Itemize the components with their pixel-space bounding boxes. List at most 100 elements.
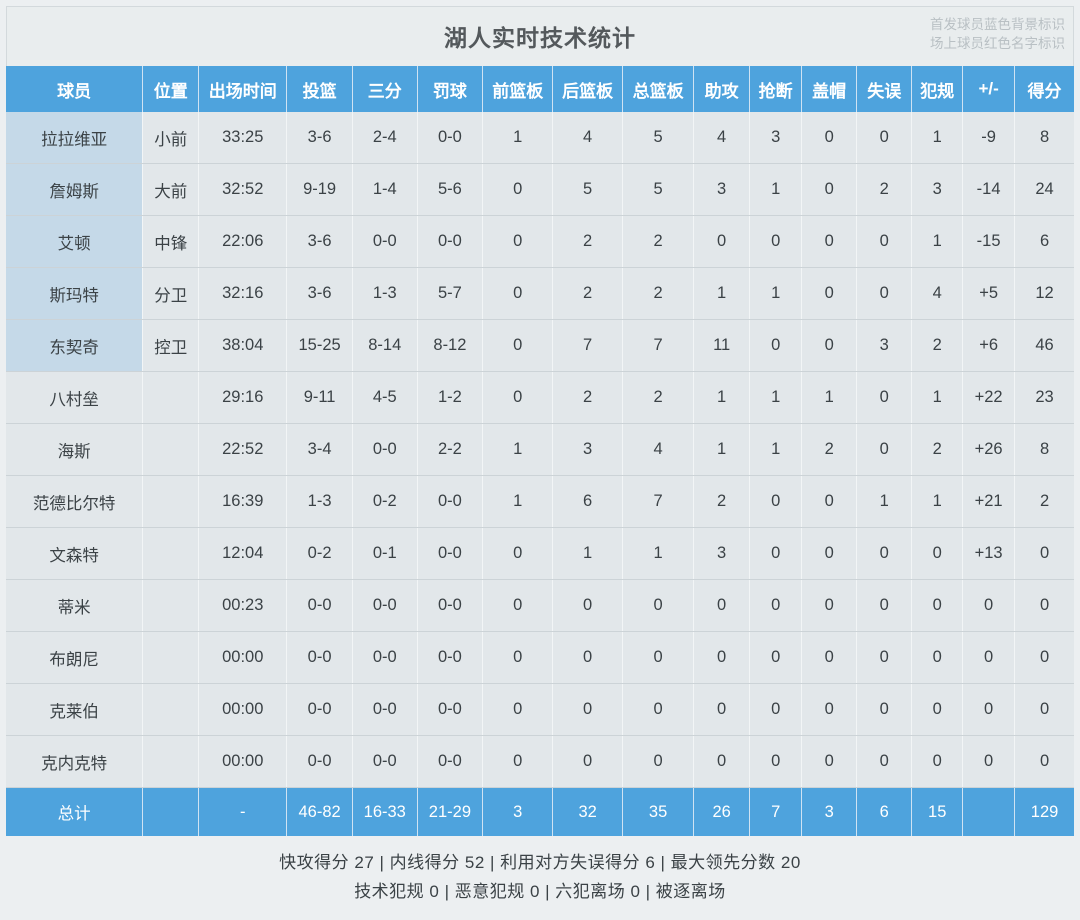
column-header-plus-minus[interactable]: +/- — [962, 66, 1016, 112]
cell-total-rebounds: 2 — [622, 371, 695, 424]
cell-points: 0 — [1014, 631, 1074, 684]
column-header-turnovers[interactable]: 失误 — [856, 66, 913, 112]
cell-offensive-rebounds: 0 — [482, 163, 554, 216]
page-header: 湖人实时技术统计 首发球员蓝色背景标识 场上球员红色名字标识 — [6, 6, 1074, 66]
cell-total-rebounds: 7 — [622, 475, 695, 528]
cell-blocks: 0 — [801, 735, 858, 788]
cell-points: 24 — [1014, 163, 1074, 216]
cell-free-throws: 2-2 — [417, 423, 484, 476]
table-body: 拉拉维亚 小前 33:25 3-6 2-4 0-0 1 4 5 4 3 0 0 1 -9 8 詹姆斯 大前 32:5… — [6, 112, 1074, 836]
legend-note-on-court: 场上球员红色名字标识 — [930, 36, 1065, 51]
column-header-steals[interactable]: 抢断 — [749, 66, 803, 112]
cell-offensive-rebounds: 0 — [482, 631, 554, 684]
cell-points: 0 — [1014, 579, 1074, 632]
column-header-minutes[interactable]: 出场时间 — [198, 66, 288, 112]
cell-turnovers: 0 — [856, 527, 913, 580]
cell-field-goals: 9-19 — [286, 163, 353, 216]
column-header-player-name[interactable]: 球员 — [6, 66, 144, 112]
cell-three-pointers: 0-0 — [352, 423, 418, 476]
cell-free-throws: 5-7 — [417, 267, 484, 320]
cell-points: 8 — [1014, 112, 1074, 164]
cell-assists: 3 — [693, 163, 751, 216]
column-header-free-throws[interactable]: 罚球 — [417, 66, 484, 112]
cell-assists: 0 — [693, 215, 751, 268]
cell-field-goals: 9-11 — [286, 371, 353, 424]
footer-line-fouls: 技术犯规 0 | 恶意犯规 0 | 六犯离场 0 | 被逐离场 — [354, 882, 726, 901]
cell-steals: 0 — [749, 319, 803, 372]
cell-steals: 0 — [749, 579, 803, 632]
cell-minutes: 16:39 — [198, 475, 288, 528]
cell-field-goals: 0-2 — [286, 527, 353, 580]
cell-free-throws: 5-6 — [417, 163, 484, 216]
cell-field-goals: 3-6 — [286, 215, 353, 268]
cell-three-pointers: 0-1 — [352, 527, 418, 580]
cell-defensive-rebounds: 0 — [552, 579, 624, 632]
column-header-three-pointers[interactable]: 三分 — [352, 66, 418, 112]
column-header-points[interactable]: 得分 — [1014, 66, 1074, 112]
column-header-position[interactable]: 位置 — [142, 66, 200, 112]
table-row[interactable]: 艾顿 中锋 22:06 3-6 0-0 0-0 0 2 2 0 0 0 0 1 -15 6 — [6, 215, 1074, 268]
cell-field-goals: 0-0 — [286, 683, 353, 736]
table-row[interactable]: 布朗尼 00:00 0-0 0-0 0-0 0 0 0 0 0 0 0 0 0 0 — [6, 631, 1074, 684]
cell-position: 小前 — [142, 112, 200, 164]
column-header-fouls[interactable]: 犯规 — [911, 66, 964, 112]
cell-plus-minus: +13 — [962, 527, 1016, 580]
column-header-total-rebounds[interactable]: 总篮板 — [622, 66, 695, 112]
cell-blocks: 1 — [801, 371, 858, 424]
cell-field-goals: 0-0 — [286, 579, 353, 632]
cell-free-throws: 0-0 — [417, 215, 484, 268]
cell-defensive-rebounds: 0 — [552, 631, 624, 684]
column-header-assists[interactable]: 助攻 — [693, 66, 751, 112]
cell-total-rebounds: 0 — [622, 735, 695, 788]
column-header-defensive-rebounds[interactable]: 后篮板 — [552, 66, 624, 112]
cell-points: 0 — [1014, 527, 1074, 580]
column-header-offensive-rebounds[interactable]: 前篮板 — [482, 66, 554, 112]
footer-line-scoring: 快攻得分 27 | 内线得分 52 | 利用对方失误得分 6 | 最大领先分数 … — [279, 853, 801, 872]
totals-cell-points: 129 — [1014, 787, 1074, 836]
table-row[interactable]: 东契奇 控卫 38:04 15-25 8-14 8-12 0 7 7 11 0 0 3 2 +6 46 — [6, 319, 1074, 372]
cell-fouls: 2 — [911, 423, 964, 476]
cell-offensive-rebounds: 1 — [482, 423, 554, 476]
cell-player-name: 八村垒 — [6, 371, 144, 424]
cell-plus-minus: +21 — [962, 475, 1016, 528]
table-row[interactable]: 克莱伯 00:00 0-0 0-0 0-0 0 0 0 0 0 0 0 0 0 0 — [6, 683, 1074, 736]
cell-three-pointers: 0-0 — [352, 579, 418, 632]
table-header-row: 球员 位置 出场时间 投篮 三分 罚球 前篮板 后篮板 总篮板 助攻 抢断 盖帽 失误 犯规 +/- 得分 — [6, 66, 1074, 112]
cell-blocks: 0 — [801, 267, 858, 320]
cell-field-goals: 1-3 — [286, 475, 353, 528]
table-row[interactable]: 詹姆斯 大前 32:52 9-19 1-4 5-6 0 5 5 3 1 0 2 3 -14 24 — [6, 163, 1074, 216]
cell-turnovers: 0 — [856, 215, 913, 268]
cell-blocks: 0 — [801, 215, 858, 268]
cell-turnovers: 0 — [856, 683, 913, 736]
cell-player-name: 蒂米 — [6, 579, 144, 632]
cell-defensive-rebounds: 3 — [552, 423, 624, 476]
cell-points: 0 — [1014, 683, 1074, 736]
cell-defensive-rebounds: 1 — [552, 527, 624, 580]
cell-position — [142, 735, 200, 788]
cell-plus-minus: -15 — [962, 215, 1016, 268]
column-header-blocks[interactable]: 盖帽 — [801, 66, 858, 112]
cell-assists: 0 — [693, 631, 751, 684]
cell-total-rebounds: 2 — [622, 215, 695, 268]
table-row[interactable]: 范德比尔特 16:39 1-3 0-2 0-0 1 6 7 2 0 0 1 1 +21 2 — [6, 475, 1074, 528]
totals-cell-defensive-rebounds: 32 — [552, 787, 624, 836]
table-row[interactable]: 斯玛特 分卫 32:16 3-6 1-3 5-7 0 2 2 1 1 0 0 4 +5 12 — [6, 267, 1074, 320]
table-row[interactable]: 蒂米 00:23 0-0 0-0 0-0 0 0 0 0 0 0 0 0 0 0 — [6, 579, 1074, 632]
table-row[interactable]: 文森特 12:04 0-2 0-1 0-0 0 1 1 3 0 0 0 0 +13 0 — [6, 527, 1074, 580]
cell-blocks: 2 — [801, 423, 858, 476]
column-header-field-goals[interactable]: 投篮 — [286, 66, 353, 112]
table-row[interactable]: 海斯 22:52 3-4 0-0 2-2 1 3 4 1 1 2 0 2 +26 8 — [6, 423, 1074, 476]
cell-total-rebounds: 0 — [622, 683, 695, 736]
cell-fouls: 2 — [911, 319, 964, 372]
cell-plus-minus: 0 — [962, 683, 1016, 736]
table-row[interactable]: 克内克特 00:00 0-0 0-0 0-0 0 0 0 0 0 0 0 0 0 0 — [6, 735, 1074, 788]
cell-fouls: 0 — [911, 579, 964, 632]
cell-field-goals: 0-0 — [286, 631, 353, 684]
table-row[interactable]: 八村垒 29:16 9-11 4-5 1-2 0 2 2 1 1 1 0 1 +22 23 — [6, 371, 1074, 424]
cell-turnovers: 0 — [856, 423, 913, 476]
cell-position — [142, 423, 200, 476]
table-row[interactable]: 拉拉维亚 小前 33:25 3-6 2-4 0-0 1 4 5 4 3 0 0 1 -9 8 — [6, 112, 1074, 164]
totals-cell-position — [142, 787, 200, 836]
cell-fouls: 0 — [911, 631, 964, 684]
totals-cell-player-name: 总计 — [6, 787, 144, 836]
